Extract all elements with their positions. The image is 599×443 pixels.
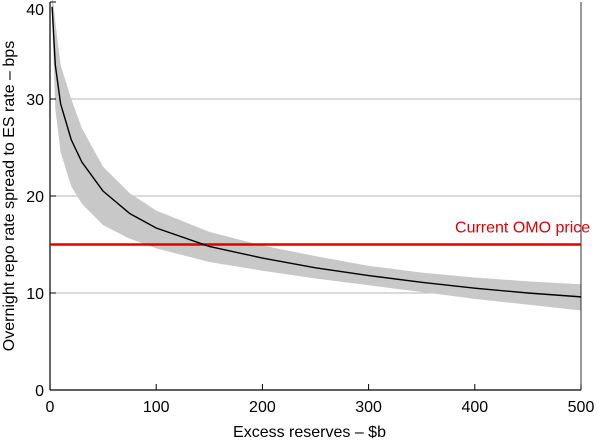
x-tick-label: 0 [46,399,55,416]
x-tick-label: 500 [568,399,595,416]
x-tick-label: 200 [249,399,276,416]
y-tick-label: 30 [26,92,44,109]
x-axis-ticks: 0 100 200 300 400 500 [46,384,595,416]
omo-price-label: Current OMO price [455,220,590,237]
x-tick-label: 400 [461,399,488,416]
x-tick-label: 300 [355,399,382,416]
y-axis-label: Overnight repo rate spread to ES rate – … [1,41,18,351]
y-tick-label: 0 [35,383,44,400]
central-estimate-line [51,6,582,298]
x-tick-label: 100 [143,399,170,416]
x-axis-label: Excess reserves – $b [233,424,386,441]
y-tick-label: 20 [26,189,44,206]
y-tick-label: 10 [26,286,44,303]
confidence-band [52,0,581,311]
y-tick-label: 40 [26,2,44,19]
y-axis-ticks: 0 10 20 30 40 [26,1,56,400]
